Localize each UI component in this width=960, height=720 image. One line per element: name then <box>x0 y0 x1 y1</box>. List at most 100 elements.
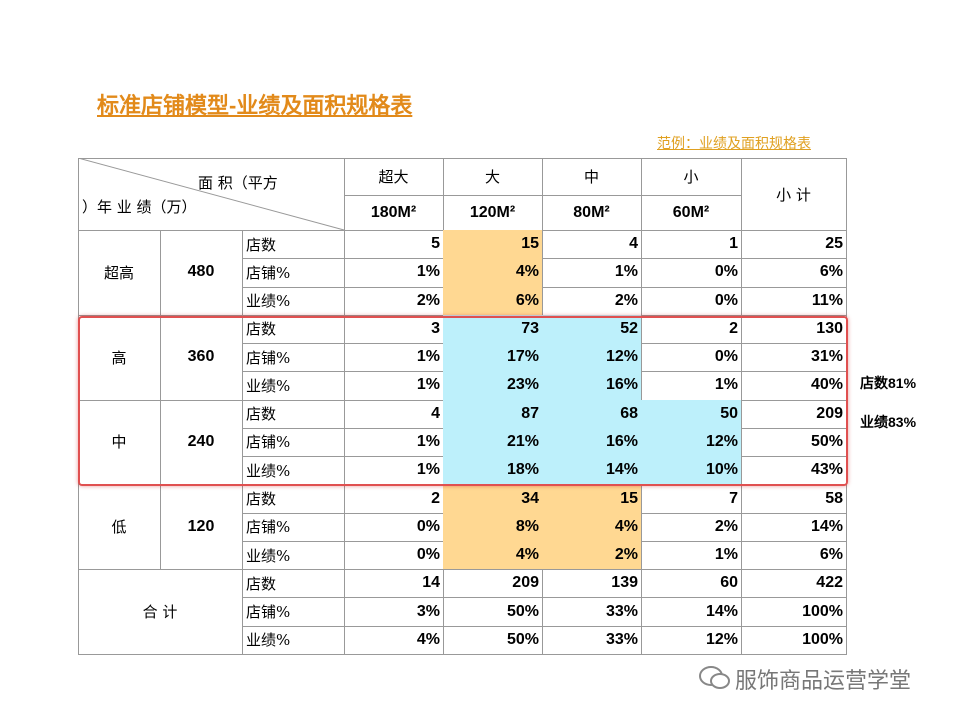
column-header: 中 <box>542 158 642 196</box>
corner-label: 面 积（平方 <box>198 174 278 192</box>
column-header: 超大 <box>344 158 444 196</box>
value: 209 <box>443 569 543 599</box>
size-header: 180M² <box>344 195 444 231</box>
metric: 业绩% <box>242 540 345 571</box>
value: 11% <box>741 286 847 316</box>
diagonal <box>78 158 345 231</box>
column-header: 大 <box>443 158 543 196</box>
group-value: 240 <box>160 399 243 486</box>
value: 1% <box>542 258 642 288</box>
value: 1% <box>344 371 444 401</box>
value: 40% <box>741 371 847 401</box>
value: 31% <box>741 343 847 373</box>
note: 店数81% <box>860 375 917 391</box>
value: 60 <box>641 569 742 599</box>
value: 21% <box>443 427 543 458</box>
value: 1% <box>344 258 444 288</box>
value: 12% <box>641 625 742 655</box>
group-label: 低 <box>78 484 161 571</box>
value: 0% <box>641 258 742 288</box>
value: 130 <box>741 314 847 345</box>
value: 15 <box>443 230 543 260</box>
value: 50% <box>443 625 543 655</box>
size-header: 60M² <box>641 195 742 231</box>
value: 2 <box>344 484 444 514</box>
value: 34 <box>443 484 543 514</box>
value: 4% <box>443 258 543 288</box>
value: 14% <box>741 512 847 542</box>
value: 18% <box>443 456 543 486</box>
value: 6% <box>741 540 847 571</box>
value: 2% <box>542 286 642 316</box>
metric: 业绩% <box>242 286 345 316</box>
value: 58 <box>741 484 847 514</box>
value: 100% <box>741 597 847 627</box>
value: 7 <box>641 484 742 514</box>
group-value: 480 <box>160 230 243 316</box>
group-label: 中 <box>78 399 161 486</box>
metric: 店铺% <box>242 427 345 458</box>
value: 1% <box>344 427 444 458</box>
value: 0% <box>344 512 444 542</box>
value: 1% <box>641 540 742 571</box>
value: 17% <box>443 343 543 373</box>
note: 业绩83% <box>860 414 917 430</box>
value: 10% <box>641 456 742 486</box>
group-label: 超高 <box>78 230 161 316</box>
value: 0% <box>344 540 444 571</box>
column-header: 小 <box>641 158 742 196</box>
example-link[interactable]: 范例：业绩及面积规格表 <box>657 135 811 151</box>
column-header: 小 计 <box>741 158 847 231</box>
title: 标准店铺模型-业绩及面积规格表 <box>97 93 413 118</box>
value: 33% <box>542 625 642 655</box>
value: 33% <box>542 597 642 627</box>
group-value: 120 <box>160 484 243 571</box>
value: 5 <box>344 230 444 260</box>
value: 2 <box>641 314 742 345</box>
value: 4% <box>542 512 642 542</box>
value: 4 <box>542 230 642 260</box>
value: 422 <box>741 569 847 599</box>
watermark: 服饰商品运营学堂 <box>735 668 912 693</box>
metric: 店铺% <box>242 258 345 288</box>
value: 1% <box>344 456 444 486</box>
value: 139 <box>542 569 642 599</box>
value: 4% <box>443 540 543 571</box>
value: 6% <box>741 258 847 288</box>
value: 43% <box>741 456 847 486</box>
value: 3% <box>344 597 444 627</box>
metric: 业绩% <box>242 371 345 401</box>
group-label: 高 <box>78 314 161 401</box>
value: 209 <box>741 399 847 429</box>
value: 12% <box>641 427 742 458</box>
metric: 店铺% <box>242 597 345 627</box>
value: 15 <box>542 484 642 514</box>
corner-label: ）年 业 绩（万） <box>82 198 197 216</box>
value: 68 <box>542 399 642 429</box>
metric: 店铺% <box>242 512 345 542</box>
value: 0% <box>641 286 742 316</box>
metric: 店铺% <box>242 343 345 373</box>
value: 50% <box>443 597 543 627</box>
value: 1 <box>641 230 742 260</box>
value: 23% <box>443 371 543 401</box>
value: 4 <box>344 399 444 429</box>
value: 14% <box>542 456 642 486</box>
size-header: 80M² <box>542 195 642 231</box>
value: 16% <box>542 371 642 401</box>
value: 16% <box>542 427 642 458</box>
value: 14 <box>344 569 444 599</box>
metric: 店数 <box>242 399 345 429</box>
group-value: 360 <box>160 314 243 401</box>
value: 8% <box>443 512 543 542</box>
value: 2% <box>641 512 742 542</box>
metric: 店数 <box>242 230 345 260</box>
corner-cell: 面 积（平方 ）年 业 绩（万） <box>78 158 345 231</box>
value: 1% <box>641 371 742 401</box>
metric: 业绩% <box>242 456 345 486</box>
metric: 店数 <box>242 484 345 514</box>
value: 12% <box>542 343 642 373</box>
wechat-icon <box>699 666 730 689</box>
